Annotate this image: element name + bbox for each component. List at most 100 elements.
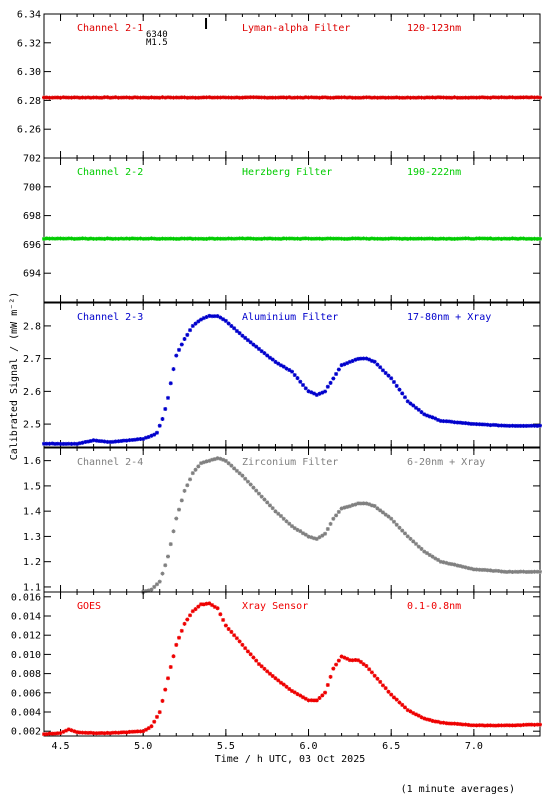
data-point — [452, 95, 457, 100]
data-point — [488, 95, 493, 100]
data-point — [303, 95, 308, 100]
data-point — [245, 236, 250, 241]
data-point — [108, 731, 113, 736]
data-point — [331, 236, 336, 241]
data-point — [397, 236, 402, 241]
data-point — [204, 459, 209, 464]
data-point — [127, 438, 132, 443]
data-point — [433, 719, 438, 724]
data-point — [312, 236, 317, 241]
data-point — [529, 569, 534, 574]
data-point — [226, 95, 231, 100]
data-point — [524, 95, 529, 100]
data-point — [290, 524, 294, 529]
data-point — [317, 95, 322, 100]
data-point — [474, 236, 479, 241]
data-point — [190, 609, 195, 614]
data-point — [314, 236, 319, 241]
data-point — [42, 95, 46, 100]
data-point — [270, 95, 275, 100]
data-point — [389, 236, 394, 241]
data-point — [243, 646, 248, 651]
data-point — [75, 236, 80, 241]
data-point — [234, 236, 239, 241]
data-point — [152, 236, 157, 241]
data-point — [284, 684, 289, 689]
data-point — [75, 441, 80, 446]
data-point — [510, 95, 515, 100]
data-point — [143, 95, 148, 100]
data-point — [526, 236, 531, 241]
data-point — [127, 95, 132, 100]
data-point — [466, 95, 471, 100]
data-point — [452, 420, 457, 425]
data-point — [411, 711, 416, 716]
data-point — [466, 566, 471, 571]
data-point — [441, 720, 446, 725]
band-label: 190-222nm — [407, 167, 461, 178]
data-point — [331, 516, 336, 521]
data-point — [47, 731, 52, 736]
data-point — [345, 236, 350, 241]
data-point — [221, 236, 226, 241]
y-tick-label: 2.8 — [23, 321, 41, 332]
data-point — [135, 236, 140, 241]
data-point — [436, 417, 441, 422]
data-point — [441, 95, 446, 100]
data-point — [334, 513, 339, 518]
data-point — [64, 95, 69, 100]
data-point — [356, 501, 361, 506]
data-point — [485, 236, 490, 241]
y-tick-label: 6.28 — [17, 96, 41, 107]
data-point — [400, 391, 405, 396]
data-point — [336, 658, 341, 663]
data-point — [436, 719, 441, 724]
data-point — [171, 236, 176, 241]
data-point — [240, 236, 245, 241]
data-point — [427, 717, 432, 722]
data-point — [491, 723, 496, 728]
data-point — [518, 95, 523, 100]
data-point — [515, 569, 520, 574]
data-point — [482, 723, 487, 728]
data-point — [441, 419, 446, 424]
data-point — [53, 731, 58, 736]
data-point — [369, 95, 374, 100]
data-point — [331, 666, 336, 671]
data-point — [179, 95, 184, 100]
data-point — [518, 423, 523, 428]
data-point — [425, 717, 430, 722]
data-point — [320, 236, 325, 241]
data-point — [361, 356, 366, 361]
data-point — [339, 654, 344, 659]
data-point — [375, 362, 380, 367]
data-point — [232, 95, 237, 100]
data-point — [491, 422, 496, 427]
data-point — [380, 95, 385, 100]
data-point — [419, 546, 424, 551]
data-point — [314, 536, 319, 541]
data-point — [449, 95, 454, 100]
data-point — [458, 420, 463, 425]
data-point — [215, 606, 220, 611]
data-point — [538, 95, 542, 100]
data-point — [529, 423, 534, 428]
data-point — [91, 95, 96, 100]
data-point — [86, 95, 91, 100]
data-point — [422, 549, 427, 554]
data-point — [419, 236, 424, 241]
data-point — [356, 95, 361, 100]
data-point — [240, 95, 245, 100]
data-point — [193, 467, 198, 472]
data-point — [292, 690, 297, 695]
data-point — [347, 359, 352, 364]
data-point — [69, 95, 74, 100]
data-point — [452, 721, 457, 726]
data-point — [281, 95, 286, 100]
data-point — [356, 236, 361, 241]
data-point — [513, 423, 518, 428]
data-point — [185, 483, 190, 488]
data-point — [469, 236, 474, 241]
data-point — [358, 501, 363, 506]
data-point — [436, 95, 441, 100]
